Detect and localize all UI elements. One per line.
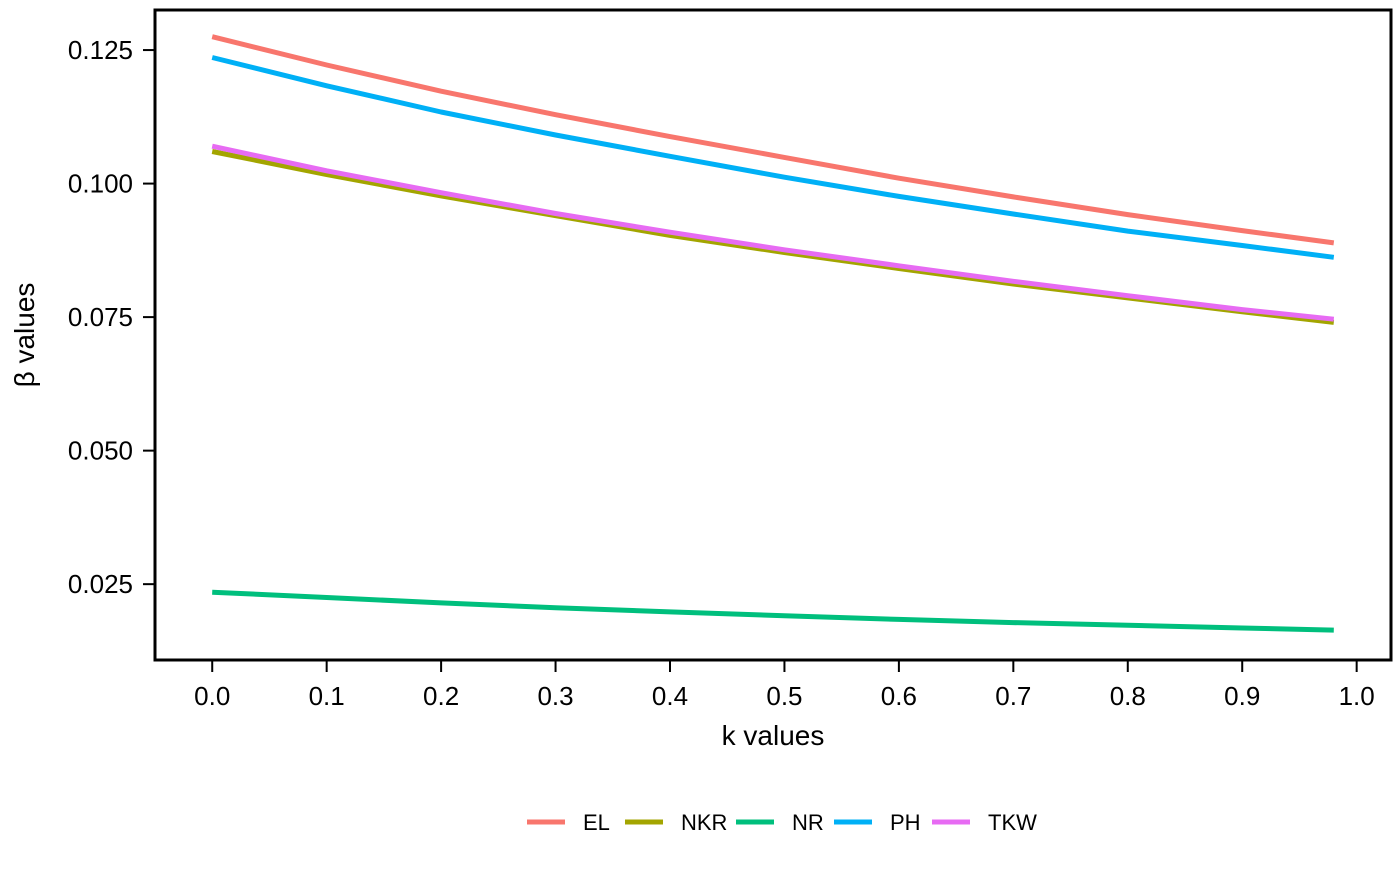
x-tick-label: 0.8 xyxy=(1110,681,1146,711)
legend-label: EL xyxy=(583,810,610,835)
x-axis-title: k values xyxy=(722,720,825,751)
y-axis: 0.025 0.050 0.075 0.100 0.125 xyxy=(68,35,155,599)
x-tick-label: 0.0 xyxy=(194,681,230,711)
series-line-el xyxy=(211,34,1335,246)
legend-label: PH xyxy=(890,810,921,835)
x-axis: 0.0 0.1 0.2 0.3 0.4 0.5 0.6 0.7 0.8 0.9 1.0 xyxy=(194,660,1375,711)
legend-label: TKW xyxy=(988,810,1037,835)
plot-series xyxy=(211,34,1335,633)
legend-item-el: EL xyxy=(527,810,610,835)
series-line-ph xyxy=(211,55,1335,260)
legend-label: NR xyxy=(792,810,824,835)
legend-item-tkw: TKW xyxy=(932,810,1037,835)
x-tick-label: 0.6 xyxy=(881,681,917,711)
y-tick-label: 0.075 xyxy=(68,302,133,332)
y-tick-label: 0.125 xyxy=(68,35,133,65)
legend: EL NKR NR PH TKW xyxy=(527,810,1037,835)
x-tick-label: 0.5 xyxy=(766,681,802,711)
x-tick-label: 0.3 xyxy=(537,681,573,711)
x-tick-label: 0.7 xyxy=(995,681,1031,711)
y-axis-title: β values xyxy=(9,283,40,388)
legend-item-nkr: NKR xyxy=(625,810,727,835)
x-tick-label: 0.1 xyxy=(309,681,345,711)
legend-label: NKR xyxy=(681,810,727,835)
plot-frame xyxy=(153,8,1393,662)
x-tick-label: 0.2 xyxy=(423,681,459,711)
x-tick-label: 1.0 xyxy=(1339,681,1375,711)
x-tick-label: 0.9 xyxy=(1224,681,1260,711)
y-tick-label: 0.100 xyxy=(68,169,133,199)
series-line-tkw xyxy=(211,143,1335,322)
legend-item-ph: PH xyxy=(834,810,921,835)
x-tick-label: 0.4 xyxy=(652,681,688,711)
y-tick-label: 0.025 xyxy=(68,569,133,599)
series-line-nr xyxy=(212,589,1334,633)
legend-item-nr: NR xyxy=(736,810,824,835)
y-tick-label: 0.050 xyxy=(68,436,133,466)
